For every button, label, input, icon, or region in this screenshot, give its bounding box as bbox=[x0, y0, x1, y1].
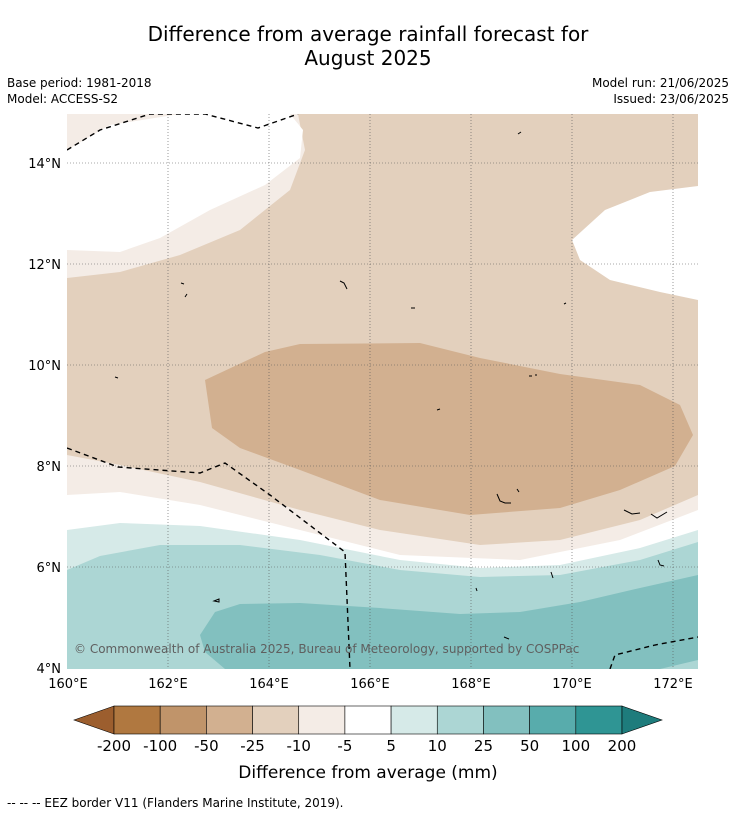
colorbar-tick-label: 200 bbox=[608, 737, 637, 755]
colorbar-swatch bbox=[159, 705, 207, 735]
colorbar-tick-label: -10 bbox=[286, 737, 311, 755]
colorbar bbox=[73, 705, 663, 735]
colorbar-tick-label: -5 bbox=[337, 737, 352, 755]
base-period-text: Base period: 1981-2018 bbox=[7, 76, 152, 90]
eez-footnote: -- -- -- EEZ border V11 (Flanders Marine… bbox=[7, 796, 344, 810]
colorbar-swatch bbox=[575, 705, 623, 735]
contour-neutral-east bbox=[572, 186, 698, 300]
colorbar-swatch bbox=[252, 705, 300, 735]
lat-label: 8°N bbox=[37, 460, 62, 475]
lat-label: 14°N bbox=[28, 157, 61, 172]
contour-plus-25 bbox=[200, 575, 698, 669]
contour-neutral-nw bbox=[67, 114, 303, 252]
eez-borders bbox=[67, 114, 698, 669]
map-title: Difference from average rainfall forecas… bbox=[0, 22, 736, 70]
lon-label: 170°E bbox=[552, 677, 592, 692]
issued-text: Issued: 23/06/2025 bbox=[613, 92, 729, 106]
lat-label: 4°N bbox=[37, 662, 62, 677]
lon-label: 172°E bbox=[653, 677, 693, 692]
colorbar-tick-label: 5 bbox=[386, 737, 396, 755]
colorbar-swatch bbox=[344, 705, 392, 735]
title-line-1: Difference from average rainfall forecas… bbox=[147, 22, 589, 46]
colorbar-tick-label: 25 bbox=[474, 737, 493, 755]
lat-label: 6°N bbox=[37, 561, 62, 576]
colorbar-tick-labels: -200 -100 -50 -25 -10 -5 5 10 25 50 100 200 bbox=[97, 737, 636, 755]
colorbar-tick-label: 50 bbox=[520, 737, 539, 755]
colorbar-swatch bbox=[206, 705, 253, 735]
colorbar-swatch bbox=[390, 705, 438, 735]
colorbar-extend-high bbox=[621, 705, 663, 735]
colorbar-extend-low bbox=[73, 705, 115, 735]
lon-label: 164°E bbox=[249, 677, 289, 692]
model-run-text: Model run: 21/06/2025 bbox=[591, 76, 729, 90]
lon-label: 168°E bbox=[451, 677, 491, 692]
colorbar-tick-label: 100 bbox=[561, 737, 590, 755]
longitude-labels: 160°E 162°E 164°E 166°E 168°E 170°E 172°… bbox=[48, 677, 693, 692]
colorbar-label: Difference from average (mm) bbox=[238, 763, 497, 783]
latitude-labels: 14°N 12°N 10°N 8°N 6°N 4°N bbox=[28, 157, 61, 677]
lat-label: 10°N bbox=[28, 359, 61, 374]
lon-label: 162°E bbox=[148, 677, 188, 692]
colorbar-swatch bbox=[436, 705, 484, 735]
title-line-2: August 2025 bbox=[304, 46, 432, 70]
colorbar-tick-label: -50 bbox=[194, 737, 219, 755]
contour-minus-25 bbox=[205, 343, 693, 515]
colorbar-tick-label: -25 bbox=[240, 737, 265, 755]
lat-label: 12°N bbox=[28, 258, 61, 273]
lon-label: 160°E bbox=[48, 677, 88, 692]
model-text: Model: ACCESS-S2 bbox=[7, 92, 119, 106]
grid-lines bbox=[67, 114, 698, 669]
contour-fields bbox=[67, 114, 698, 669]
islands bbox=[114, 131, 668, 640]
colorbar-tick-label: 10 bbox=[428, 737, 447, 755]
colorbar-swatch bbox=[113, 705, 161, 735]
model-info-right: Model run: 21/06/2025 Issued: 23/06/2025 bbox=[592, 75, 729, 107]
lon-label: 166°E bbox=[350, 677, 390, 692]
model-info-left: Base period: 1981-2018 Model: ACCESS-S2 bbox=[7, 75, 152, 107]
colorbar-swatch bbox=[529, 705, 577, 735]
colorbar-swatch bbox=[483, 705, 530, 735]
colorbar-tick-label: -100 bbox=[143, 737, 177, 755]
colorbar-tick-label: -200 bbox=[97, 737, 131, 755]
copyright-text: © Commonwealth of Australia 2025, Bureau… bbox=[74, 642, 579, 656]
colorbar-swatch bbox=[298, 705, 346, 735]
